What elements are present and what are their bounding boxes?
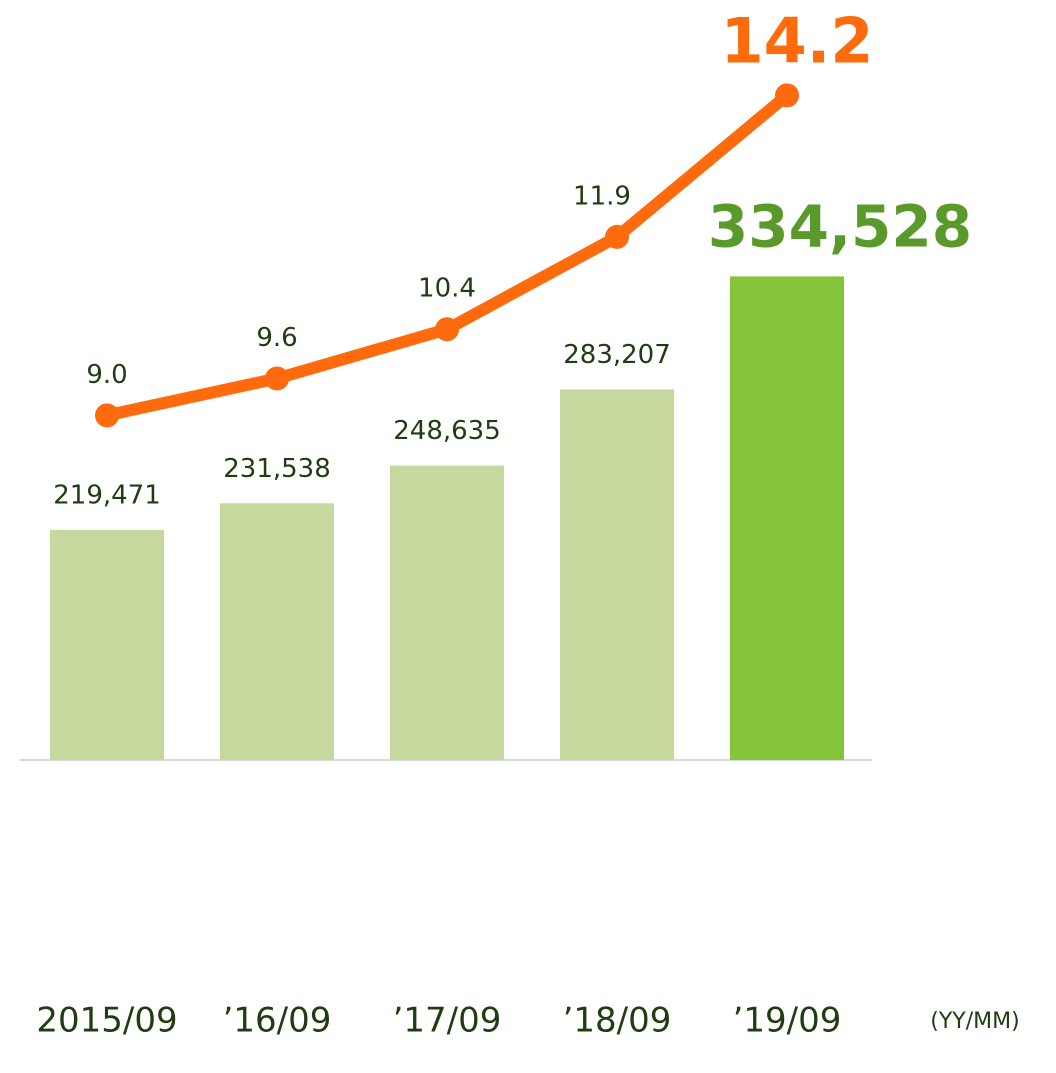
x-tick-label: ’19/09 <box>733 1001 842 1041</box>
bar <box>730 276 844 760</box>
bar <box>390 465 504 760</box>
bar-value-label: 248,635 <box>393 416 501 446</box>
bar-value-label: 219,471 <box>53 480 161 510</box>
line-marker <box>265 366 289 391</box>
bar <box>560 389 674 760</box>
x-tick-label: ’16/09 <box>223 1001 332 1041</box>
bar-value-label: 231,538 <box>223 454 331 484</box>
line-value-label: 14.2 <box>721 4 874 77</box>
x-tick-label: ’18/09 <box>563 1001 672 1041</box>
line-value-label: 10.4 <box>418 274 476 304</box>
line-marker <box>95 403 119 428</box>
bar-value-label: 283,207 <box>563 340 671 370</box>
x-tick-label: 2015/09 <box>36 1001 177 1041</box>
x-axis-unit: (YY/MM) <box>930 1009 1019 1034</box>
line-value-label: 11.9 <box>573 181 631 211</box>
bar <box>220 503 334 760</box>
line-value-label: 9.6 <box>256 323 297 353</box>
line-marker <box>775 83 799 108</box>
line <box>105 90 791 422</box>
line-value-label: 9.0 <box>86 360 127 390</box>
x-tick-label: ’17/09 <box>393 1001 502 1041</box>
line-marker <box>605 224 629 249</box>
bar-value-label: 334,528 <box>708 193 972 261</box>
line-marker <box>435 317 459 342</box>
bar <box>50 529 164 760</box>
